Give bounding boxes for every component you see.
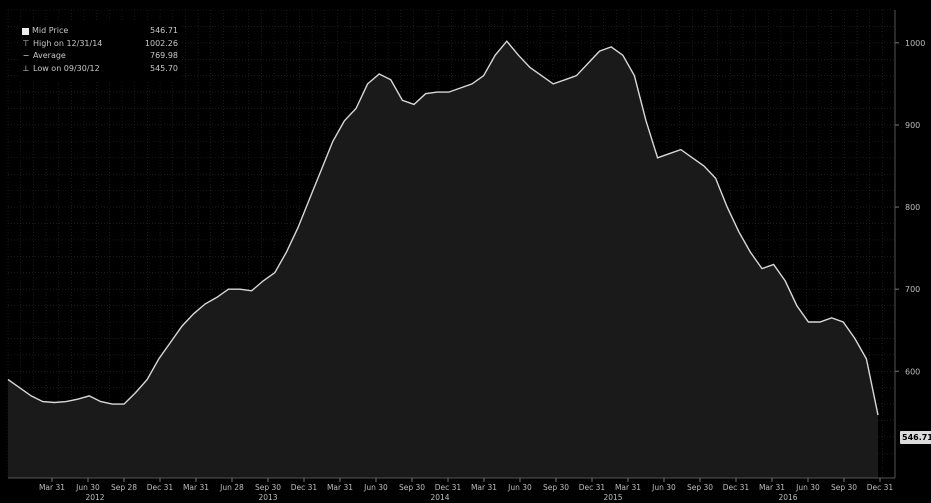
x-tick-label: Jun 30 (795, 483, 820, 492)
x-tick-label: Dec 31 (291, 483, 318, 492)
y-tick-label: 800 (905, 203, 920, 212)
legend-row-mid-price: Mid Price 546.71 (22, 25, 178, 38)
average-marker-icon: − (22, 51, 30, 60)
x-tick-label: Sep 30 (399, 483, 425, 492)
low-marker-icon: ⊥ (22, 63, 30, 73)
legend-label: High on 12/31/14 (33, 38, 103, 48)
legend-value: 1002.26 (144, 38, 178, 48)
x-tick-label: Dec 31 (147, 483, 174, 492)
x-tick-label: Sep 30 (687, 483, 713, 492)
legend-row-high: ⊤ High on 12/31/14 1002.26 (22, 38, 178, 51)
x-tick-label: Mar 31 (759, 483, 785, 492)
x-axis: Mar 31 Jun 30 Sep 28 Dec 31 Mar 31 Jun 28 Sep … (8, 477, 895, 492)
legend-value: 769.98 (150, 51, 178, 60)
x-tick-label: Sep 30 (831, 483, 857, 492)
x-tick-label: Dec 31 (579, 483, 606, 492)
last-price-tag: 546.71 (900, 431, 931, 444)
x-tick-label: Jun 30 (651, 483, 676, 492)
legend-row-average: − Average 769.98 (22, 50, 178, 63)
x-tick-label: Mar 31 (327, 483, 353, 492)
y-tick-label: 900 (905, 121, 920, 130)
x-tick-label: Mar 31 (471, 483, 497, 492)
x-tick-label: Dec 31 (435, 483, 462, 492)
x-tick-label: Sep 30 (255, 483, 281, 492)
x-tick-label: Mar 31 (39, 483, 65, 492)
x-tick-label: Mar 31 (183, 483, 209, 492)
legend-value: 546.71 (150, 26, 178, 35)
price-line (7, 40, 879, 416)
year-label: 2014 (430, 493, 449, 502)
x-tick-label: Jun 30 (507, 483, 532, 492)
legend-label: Low on 09/30/12 (33, 63, 100, 73)
year-axis: 2012 2013 2014 2015 2016 (85, 493, 797, 502)
x-tick-label: Dec 31 (723, 483, 750, 492)
legend-row-low: ⊥ Low on 09/30/12 545.70 (22, 63, 178, 76)
price-area (8, 41, 878, 478)
high-marker-icon: ⊤ (22, 38, 30, 48)
x-tick-label: Jun 30 (75, 483, 100, 492)
legend-label: Mid Price (32, 26, 69, 35)
year-label: 2015 (603, 493, 622, 502)
legend-label: Average (33, 51, 66, 60)
x-tick-label: Sep 30 (543, 483, 569, 492)
y-tick-label: 700 (905, 285, 920, 294)
x-tick-label: Jun 30 (363, 483, 388, 492)
x-tick-label: Dec 31 (867, 483, 894, 492)
x-tick-label: Jun 28 (219, 483, 244, 492)
y-tick-label: 1000 (905, 39, 925, 48)
legend: Mid Price 546.71 ⊤ High on 12/31/14 1002.… (18, 22, 182, 80)
mid-price-swatch-icon (22, 27, 29, 35)
x-tick-label: Mar 31 (615, 483, 641, 492)
y-axis: 600 700 800 900 1000 (894, 10, 925, 478)
y-tick-label: 600 (905, 367, 920, 376)
year-label: 2012 (85, 493, 104, 502)
legend-value: 545.70 (150, 63, 178, 73)
year-label: 2016 (778, 493, 797, 502)
year-label: 2013 (258, 493, 277, 502)
x-tick-label: Sep 28 (111, 483, 137, 492)
